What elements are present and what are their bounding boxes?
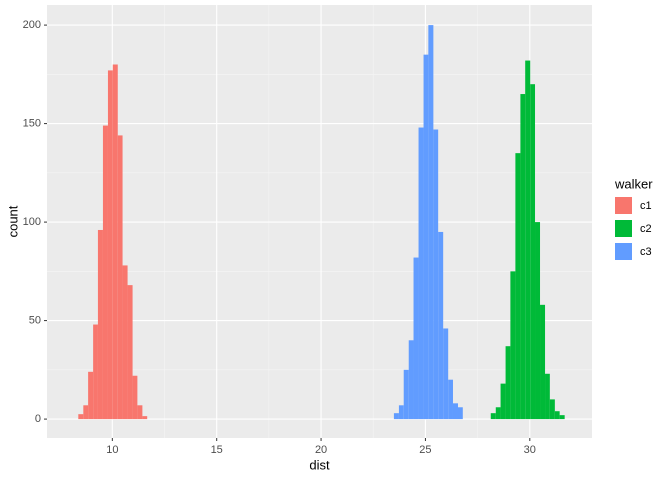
bar (137, 405, 143, 420)
y-axis-title: count (5, 205, 20, 237)
panel (47, 5, 592, 438)
marks (78, 25, 565, 420)
bar (418, 127, 424, 420)
x-tick-label: 10 (106, 444, 118, 456)
bar (510, 271, 516, 420)
bar (495, 407, 501, 420)
legend-key (615, 197, 632, 214)
bar (530, 84, 536, 420)
bar (428, 25, 434, 420)
y-tick-label: 150 (23, 117, 41, 129)
legend-label: c2 (640, 223, 652, 235)
bar (88, 371, 94, 420)
bar (540, 304, 546, 420)
bar (505, 346, 511, 420)
bar (452, 403, 458, 420)
bar (413, 257, 419, 420)
bar (393, 413, 399, 420)
bar (559, 415, 565, 420)
bar (142, 416, 148, 420)
bar (107, 70, 113, 420)
bar (97, 229, 103, 420)
x-tick-label: 15 (211, 444, 223, 456)
legend-key (615, 220, 632, 237)
bar (500, 383, 506, 420)
y-tick-label: 100 (23, 216, 41, 228)
bar (554, 411, 560, 420)
bar (545, 373, 550, 420)
y-tick-label: 50 (29, 314, 41, 326)
bar (549, 399, 555, 420)
bar (520, 94, 526, 420)
bar (132, 375, 138, 420)
x-tick-label: 25 (419, 444, 431, 456)
legend-label: c1 (640, 200, 652, 212)
bar (423, 54, 429, 420)
bar (535, 222, 541, 420)
bar (433, 129, 439, 420)
legend-key (615, 243, 632, 260)
bar (448, 379, 453, 420)
legend-label: c3 (640, 246, 652, 258)
y-tick-label: 0 (35, 413, 41, 425)
legend-title: walker (614, 176, 653, 191)
bar (127, 285, 133, 420)
bar (78, 414, 84, 420)
bar (438, 231, 444, 420)
bar (525, 60, 531, 420)
bar (112, 64, 118, 420)
x-tick-label: 20 (315, 444, 327, 456)
bar (457, 407, 463, 420)
bar (490, 413, 496, 420)
x-axis-title: dist (309, 457, 330, 472)
bar (83, 405, 89, 420)
bar (117, 135, 123, 420)
bar (443, 328, 449, 420)
bar (403, 369, 409, 420)
bar (408, 340, 414, 420)
x-tick-label: 30 (524, 444, 536, 456)
bar (122, 265, 128, 420)
bar (515, 153, 521, 420)
bar (93, 324, 98, 420)
y-tick-label: 200 (23, 19, 41, 31)
bar (398, 405, 404, 420)
bar (102, 125, 108, 420)
